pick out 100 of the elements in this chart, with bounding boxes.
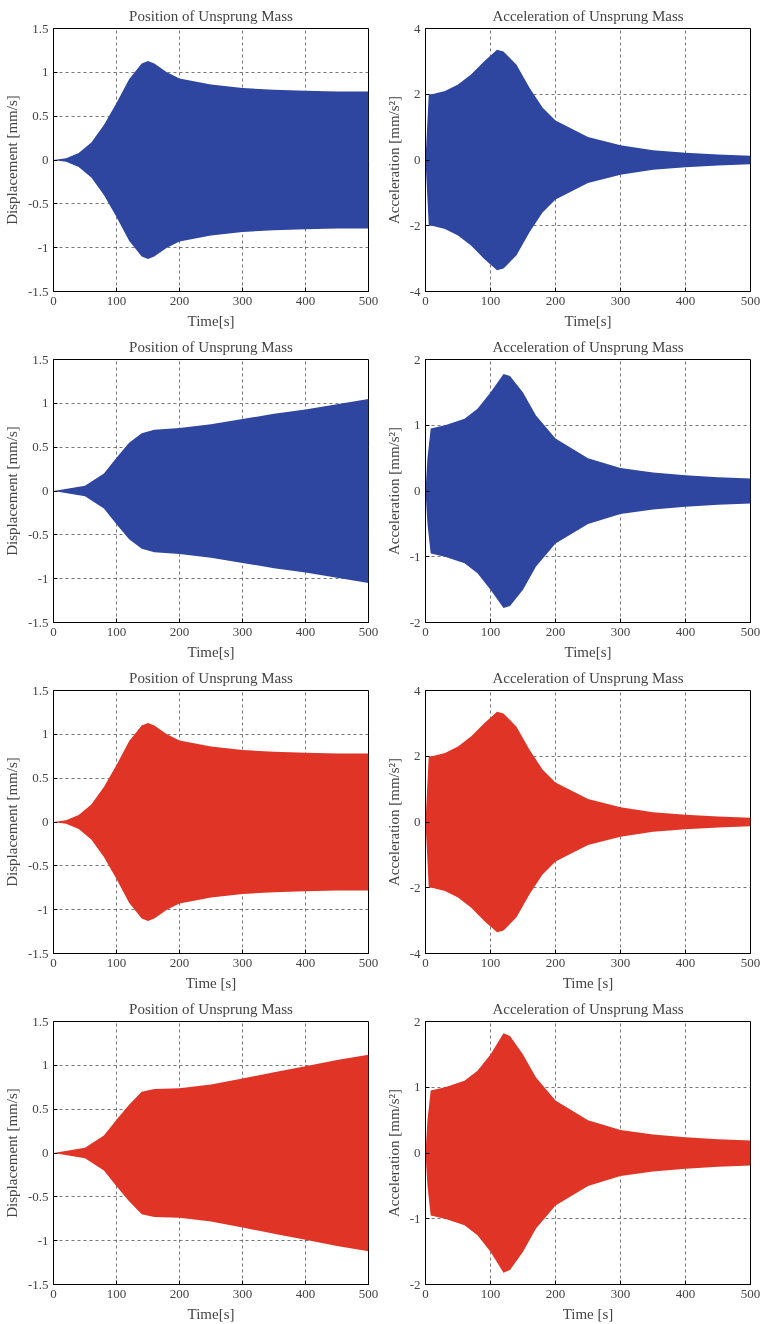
x-tick-label: 100 [480,954,501,970]
x-axis-title: Time[s] [187,643,235,660]
x-tick-label: 500 [740,623,761,639]
y-tick-label: -2 [409,614,421,630]
x-tick-label: 400 [295,623,316,639]
x-tick-label: 300 [610,623,631,639]
y-tick-label: 1 [42,395,49,411]
x-tick-label: 500 [358,1285,379,1301]
y-tick-label: 2 [414,351,421,367]
y-tick-label: -1.5 [27,1276,49,1292]
x-axis-title: Time[s] [564,312,612,329]
y-tick-label: -2 [409,1276,421,1292]
y-tick-label: 0.5 [32,108,49,124]
y-tick-label: -1 [37,239,49,255]
x-tick-label: 200 [545,954,566,970]
y-tick-label: 0 [414,483,421,498]
y-tick-label: 0 [414,152,421,167]
y-tick-label: 1 [42,64,49,80]
y-tick-label: 2 [414,748,421,764]
y-tick-label: 2 [414,1013,421,1029]
chart-title: Acceleration of Unsprung Mass [492,1000,684,1017]
y-tick-label: 0 [42,152,49,167]
y-tick-label: -2 [409,217,421,233]
y-tick-label: -1 [37,901,49,917]
x-axis-title: Time[s] [187,312,235,329]
y-tick-label: 0.5 [32,1101,49,1117]
y-axis-title: Displacement [mm/s] [3,1088,20,1218]
y-tick-label: -0.5 [27,526,49,542]
y-tick-label: -0.5 [27,1188,49,1204]
chart-title: Position of Unsprung Mass [129,7,294,24]
x-tick-label: 100 [106,292,127,308]
y-tick-label: 0 [414,814,421,829]
y-tick-label: 1.5 [32,351,49,367]
y-tick-label: 1.5 [32,20,49,36]
x-tick-label: 100 [106,1285,127,1301]
chart-title: Position of Unsprung Mass [129,669,294,686]
y-tick-label: 1.5 [32,682,49,698]
x-tick-label: 500 [740,292,761,308]
y-axis-title: Acceleration [mm/s²] [385,1088,402,1218]
chart-title: Acceleration of Unsprung Mass [492,338,684,355]
x-axis-title: Time[s] [187,1305,235,1322]
y-tick-label: -1 [409,1210,421,1226]
x-tick-label: 200 [545,1285,566,1301]
x-tick-label: 100 [480,1285,501,1301]
x-tick-label: 400 [675,292,696,308]
y-axis-title: Acceleration [mm/s²] [385,757,402,887]
chart-title: Position of Unsprung Mass [129,338,294,355]
x-axis-title: Time [s] [562,1305,614,1322]
x-tick-label: 300 [610,1285,631,1301]
x-tick-label: 300 [232,1285,253,1301]
x-axis-title: Time[s] [564,643,612,660]
y-axis-title: Acceleration [mm/s²] [385,426,402,556]
x-tick-label: 100 [106,954,127,970]
y-tick-label: 0 [42,814,49,829]
x-tick-label: 500 [358,292,379,308]
y-tick-label: -0.5 [27,195,49,211]
y-tick-label: 1 [42,726,49,742]
y-tick-label: -4 [409,283,421,299]
x-tick-label: 400 [295,1285,316,1301]
y-tick-label: 0 [414,1145,421,1160]
x-tick-label: 200 [169,954,190,970]
y-tick-label: 1.5 [32,1013,49,1029]
y-tick-label: 1 [414,417,421,433]
x-tick-label: 300 [232,623,253,639]
chart-title: Acceleration of Unsprung Mass [492,7,684,24]
x-tick-label: 500 [358,954,379,970]
y-tick-label: -1 [409,548,421,564]
x-tick-label: 300 [610,292,631,308]
x-tick-label: 300 [232,292,253,308]
y-tick-label: -4 [409,945,421,961]
x-tick-label: 200 [169,1285,190,1301]
x-tick-label: 100 [106,623,127,639]
y-tick-label: 0.5 [32,770,49,786]
x-tick-label: 400 [675,1285,696,1301]
y-tick-label: -1.5 [27,614,49,630]
x-tick-label: 300 [232,954,253,970]
x-axis-title: Time [s] [562,974,614,991]
y-axis-title: Displacement [mm/s] [3,426,20,556]
y-tick-label: 0 [42,483,49,498]
x-tick-label: 300 [610,954,631,970]
y-tick-label: -1.5 [27,945,49,961]
y-tick-label: -1 [37,1232,49,1248]
y-tick-label: -0.5 [27,857,49,873]
y-tick-label: 4 [414,20,421,36]
x-tick-label: 100 [480,623,501,639]
y-axis-title: Displacement [mm/s] [3,95,20,225]
x-tick-label: 400 [675,954,696,970]
x-tick-label: 500 [740,1285,761,1301]
x-tick-label: 100 [480,292,501,308]
chart-title: Acceleration of Unsprung Mass [492,669,684,686]
y-tick-label: 0 [42,1145,49,1160]
y-axis-title: Displacement [mm/s] [3,757,20,887]
x-tick-label: 400 [295,954,316,970]
y-tick-label: 2 [414,86,421,102]
x-axis-title: Time [s] [185,974,237,991]
y-tick-label: -1 [37,570,49,586]
y-tick-label: 4 [414,682,421,698]
x-tick-label: 200 [169,292,190,308]
y-tick-label: 1 [42,1057,49,1073]
y-tick-label: -1.5 [27,283,49,299]
